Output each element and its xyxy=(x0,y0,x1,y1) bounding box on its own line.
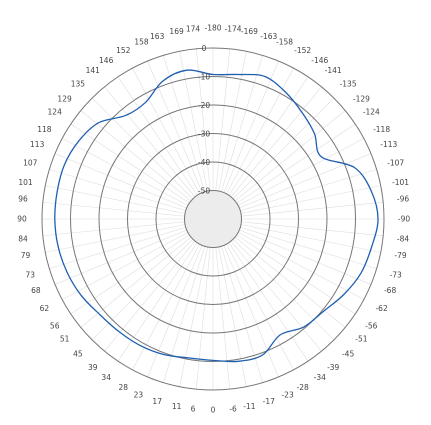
angular-tick-label: 101 xyxy=(18,178,33,187)
angular-tick-label: 79 xyxy=(21,251,31,260)
angular-tick-label: -152 xyxy=(294,46,311,55)
angular-tick-label: 11 xyxy=(172,402,182,411)
angular-tick-label: 17 xyxy=(152,397,162,406)
angular-tick-label: -62 xyxy=(375,304,387,313)
radial-gridline xyxy=(70,76,356,362)
angular-tick-label: 146 xyxy=(99,56,114,65)
angular-tick-label: -118 xyxy=(373,125,390,134)
angular-tick-label: 174 xyxy=(186,25,201,34)
angular-tick-label: 39 xyxy=(88,363,98,372)
angular-tick-label: -68 xyxy=(384,286,396,295)
angular-tick-label: 84 xyxy=(18,235,28,244)
series-line xyxy=(54,69,379,363)
angular-tick-label: -73 xyxy=(390,270,402,279)
angular-tick-label: 158 xyxy=(134,37,149,46)
angular-tick-label: 96 xyxy=(18,195,28,204)
angular-tick-label: -101 xyxy=(392,178,409,187)
angular-tick-label: 90 xyxy=(17,215,27,224)
angular-tick-label: 169 xyxy=(169,27,184,36)
radial-tick-label: -40 xyxy=(198,158,210,167)
radial-tick-labels: -50 -40 -30 -20 -10 0 xyxy=(198,44,210,196)
angular-tick-label: -28 xyxy=(297,383,309,392)
angular-tick-label: -84 xyxy=(397,235,409,244)
angular-tick-label: 124 xyxy=(48,108,63,117)
angular-tick-label: 141 xyxy=(86,66,101,75)
angular-tick-label: 107 xyxy=(23,159,38,168)
angular-tick-label: -141 xyxy=(325,66,342,75)
angular-tick-label: -129 xyxy=(353,94,370,103)
angular-tick-label: 113 xyxy=(30,140,45,149)
angular-tick-label: -90 xyxy=(398,215,410,224)
angular-tick-label: 56 xyxy=(50,321,60,330)
angular-tick-label: -6 xyxy=(229,405,237,414)
series-layer xyxy=(54,69,379,363)
angular-tick-label: 0 xyxy=(211,406,216,415)
angular-tick-label: 34 xyxy=(101,373,111,382)
angular-tick-label: -135 xyxy=(340,79,357,88)
radial-tick-label: -20 xyxy=(198,101,210,110)
angular-tick-label: 28 xyxy=(119,383,129,392)
angular-tick-label: -17 xyxy=(263,397,275,406)
angular-tick-labels: -180 -174 -169-163-158-152-146-141 -135 -129… xyxy=(17,24,410,415)
radial-gridline xyxy=(127,133,299,305)
angular-tick-label: -56 xyxy=(365,321,377,330)
angular-tick-label: 6 xyxy=(191,405,196,414)
angular-tick-label: 62 xyxy=(40,304,50,313)
inner-disc xyxy=(184,190,242,248)
angular-tick-label: -113 xyxy=(380,140,397,149)
angular-tick-label: 118 xyxy=(37,125,52,134)
angular-tick-label: -124 xyxy=(363,108,380,117)
angular-tick-label: 23 xyxy=(134,390,144,399)
angular-tick-label: -158 xyxy=(276,37,293,46)
angular-tick-label: -96 xyxy=(397,195,409,204)
angular-tick-label: -174 xyxy=(224,25,241,34)
radial-gridline xyxy=(184,190,242,248)
angular-tick-label: -51 xyxy=(355,335,367,344)
angular-tick-label: 73 xyxy=(26,270,36,279)
angular-tick-label: 45 xyxy=(73,350,83,359)
radial-tick-label: 0 xyxy=(202,44,207,53)
radial-gridline xyxy=(155,161,271,277)
angular-tick-label: -169 xyxy=(241,27,258,36)
angular-tick-label: -39 xyxy=(327,363,339,372)
radial-tick-label: -10 xyxy=(198,73,210,82)
angular-tick-label: -107 xyxy=(387,159,404,168)
angular-tick-label: -11 xyxy=(243,402,255,411)
angular-tick-label: -34 xyxy=(314,373,326,382)
angular-tick-label: -146 xyxy=(311,56,328,65)
angular-tick-label: -180 xyxy=(204,24,221,33)
angular-tick-label: 68 xyxy=(31,286,41,295)
angular-tick-label: 51 xyxy=(60,335,70,344)
angular-tick-label: -23 xyxy=(281,390,293,399)
radial-gridlines xyxy=(41,47,385,391)
radial-tick-label: -30 xyxy=(198,130,210,139)
angular-tick-label: 135 xyxy=(71,79,86,88)
radial-gridline xyxy=(41,47,385,391)
angular-tick-label: 129 xyxy=(57,94,72,103)
radial-tick-label: -50 xyxy=(198,187,210,196)
radial-gridline xyxy=(98,104,328,334)
angular-tick-label: -79 xyxy=(394,251,406,260)
angular-tick-label: -163 xyxy=(260,32,277,41)
angular-tick-label: -45 xyxy=(342,350,354,359)
angular-tick-label: 163 xyxy=(150,32,165,41)
angular-tick-label: 152 xyxy=(116,46,131,55)
